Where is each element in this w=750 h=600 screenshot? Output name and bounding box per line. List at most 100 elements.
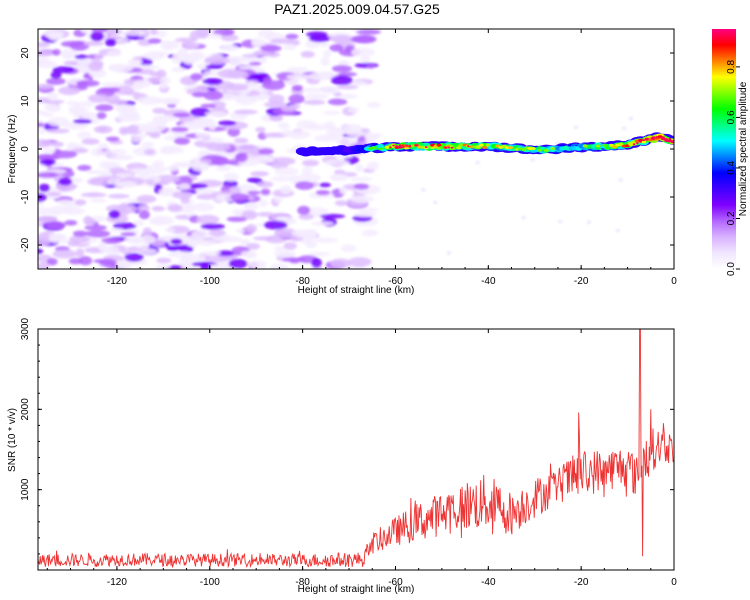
noise-blob xyxy=(240,250,257,257)
signal-blob xyxy=(661,136,665,139)
noise-blob xyxy=(311,221,334,226)
noise-blob xyxy=(110,149,127,155)
noise-blob xyxy=(180,254,206,262)
noise-blob xyxy=(215,250,236,257)
noise-blob xyxy=(38,129,47,135)
noise-blob xyxy=(94,53,103,61)
noise-blob xyxy=(274,250,297,258)
noise-blob xyxy=(195,188,216,194)
noise-blob xyxy=(230,193,250,202)
signal-blob xyxy=(482,146,488,149)
noise-blob xyxy=(226,216,247,222)
signal-blob xyxy=(408,145,412,147)
noise-blob xyxy=(171,67,186,73)
noise-blob xyxy=(235,228,246,234)
noise-blob xyxy=(112,38,129,45)
signal-blob xyxy=(508,146,514,150)
noise-blob xyxy=(77,164,92,171)
noise-blob xyxy=(98,241,107,252)
noise-blob xyxy=(87,94,110,103)
noise-blob xyxy=(147,38,162,44)
noise-blob xyxy=(156,69,167,79)
noise-blob xyxy=(205,111,227,117)
noise-blob xyxy=(45,221,66,230)
colorbar: 0.0 0.2 0.4 0.6 0.8 Normalized spectral ampl… xyxy=(712,29,749,276)
noise-blob xyxy=(77,131,92,139)
noise-blob xyxy=(301,159,320,167)
noise-blob xyxy=(141,141,154,148)
noise-blob xyxy=(327,98,348,106)
noise-blob xyxy=(228,258,248,269)
noise-blob xyxy=(68,258,83,265)
signal-blob xyxy=(665,138,668,140)
x-tick-label: -20 xyxy=(574,276,589,287)
noise-blob xyxy=(274,167,299,176)
noise-blob xyxy=(305,240,318,249)
noise-blob xyxy=(319,41,329,48)
signal-blob xyxy=(402,146,405,149)
noise-blob xyxy=(99,258,117,267)
noise-blob xyxy=(156,264,171,269)
noise-speck xyxy=(447,251,451,255)
noise-blob xyxy=(38,83,55,90)
x-tick-label: -60 xyxy=(388,577,403,588)
signal-blob xyxy=(632,143,636,146)
noise-speck xyxy=(618,178,623,182)
noise-blob xyxy=(302,166,313,176)
noise-blob xyxy=(355,29,381,35)
noise-blob xyxy=(286,130,311,139)
noise-blob xyxy=(339,93,358,100)
noise-blob xyxy=(38,139,53,148)
noise-blob xyxy=(275,216,288,222)
x-tick-label: -60 xyxy=(388,276,403,287)
noise-blob xyxy=(90,178,112,186)
noise-blob xyxy=(77,81,89,86)
colorbar-tick-label: 0.6 xyxy=(726,110,737,124)
noise-blob xyxy=(130,135,144,143)
noise-blob xyxy=(50,238,70,244)
noise-blob xyxy=(118,126,129,136)
noise-blob xyxy=(52,49,61,56)
noise-blob xyxy=(295,181,314,190)
noise-blob xyxy=(191,92,207,98)
noise-blob xyxy=(190,107,211,118)
noise-blob xyxy=(74,54,88,60)
noise-blob xyxy=(47,91,59,102)
noise-blob xyxy=(196,193,217,200)
noise-blob xyxy=(108,99,128,105)
colorbar-ticks: 0.0 0.2 0.4 0.6 0.8 xyxy=(726,60,740,276)
noise-blob xyxy=(321,86,340,95)
noise-blob xyxy=(126,124,139,133)
y-tick-label: 3000 xyxy=(20,317,31,340)
noise-blob xyxy=(112,222,137,230)
noise-blob xyxy=(201,250,221,256)
noise-speck xyxy=(615,229,620,233)
noise-blob xyxy=(209,228,226,237)
noise-blob xyxy=(69,107,90,112)
noise-blob xyxy=(319,182,331,188)
signal-blob xyxy=(378,147,384,151)
noise-blob xyxy=(277,122,290,130)
noise-blob xyxy=(211,156,229,166)
noise-blob xyxy=(152,107,167,114)
noise-blob xyxy=(263,101,288,108)
noise-blob xyxy=(311,257,322,268)
noise-blob xyxy=(104,38,117,47)
noise-blob xyxy=(204,56,230,65)
noise-blob xyxy=(331,173,349,182)
noise-blob xyxy=(98,87,121,93)
noise-blob xyxy=(203,90,224,101)
noise-blob xyxy=(227,69,249,79)
noise-blob xyxy=(151,205,165,212)
noise-blob xyxy=(255,126,266,133)
noise-blob xyxy=(273,197,284,203)
noise-speck xyxy=(573,125,578,129)
noise-speck xyxy=(586,220,591,224)
noise-blob xyxy=(136,126,159,133)
noise-blob xyxy=(170,126,189,133)
signal-blob xyxy=(405,144,408,147)
noise-blob xyxy=(353,211,377,218)
noise-blob xyxy=(38,172,59,178)
noise-blob xyxy=(38,192,47,203)
spectrogram-x-axis-title: Height of straight line (km) xyxy=(298,285,415,296)
